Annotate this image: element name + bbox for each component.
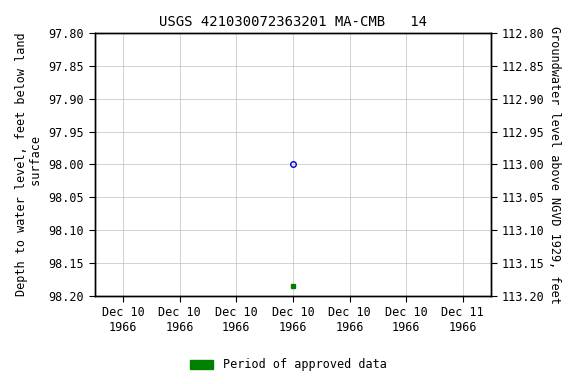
Y-axis label: Groundwater level above NGVD 1929, feet: Groundwater level above NGVD 1929, feet (548, 26, 561, 303)
Title: USGS 421030072363201 MA-CMB   14: USGS 421030072363201 MA-CMB 14 (159, 15, 427, 29)
Legend: Period of approved data: Period of approved data (185, 354, 391, 376)
Y-axis label: Depth to water level, feet below land
 surface: Depth to water level, feet below land su… (15, 33, 43, 296)
